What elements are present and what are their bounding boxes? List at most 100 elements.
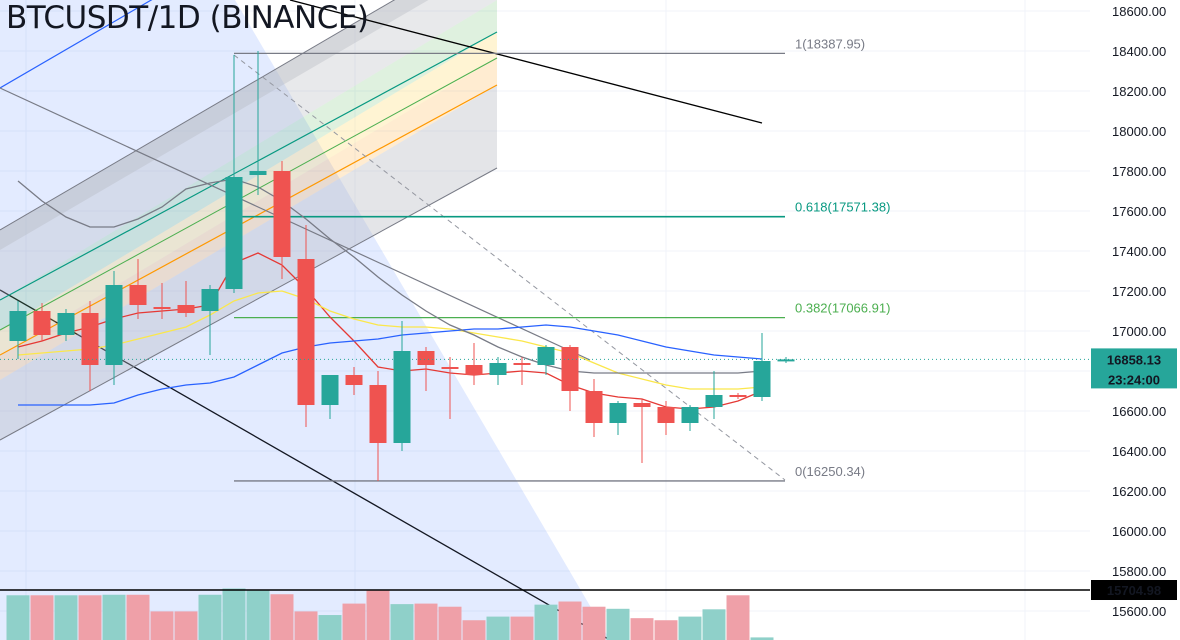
candle-body xyxy=(369,385,387,443)
moving-average-line xyxy=(17,178,763,374)
volume-bar xyxy=(294,611,318,640)
candle-body xyxy=(321,375,339,405)
volume-bar xyxy=(486,616,510,640)
channel-gray-top xyxy=(0,0,497,300)
volume-bar xyxy=(414,603,438,640)
price-tick-label: 17200.00 xyxy=(1112,284,1166,299)
candle-body xyxy=(705,395,723,407)
candle-body xyxy=(753,361,771,397)
candle-body xyxy=(633,403,651,407)
candle-body xyxy=(201,289,219,311)
fib-label-1: 1(18387.95) xyxy=(795,36,865,51)
volume-bars xyxy=(6,588,774,640)
volume-bar xyxy=(702,609,726,640)
candle-body xyxy=(225,177,243,289)
channel-line-orange xyxy=(0,84,498,356)
price-tick-label: 15800.00 xyxy=(1112,564,1166,579)
candle-body xyxy=(537,347,555,365)
channel-line-green xyxy=(0,31,498,301)
candle-body xyxy=(273,171,291,257)
volume-bar xyxy=(390,604,414,640)
volume-bar xyxy=(438,606,462,640)
volume-bar xyxy=(54,595,78,640)
price-tick-label: 17800.00 xyxy=(1112,164,1166,179)
volume-bar xyxy=(366,590,390,640)
volume-bar xyxy=(102,594,126,640)
price-tick-label: 17000.00 xyxy=(1112,324,1166,339)
volume-bar xyxy=(678,616,702,640)
candle-body xyxy=(33,311,51,335)
candle-body xyxy=(417,351,435,365)
chart-title: BTCUSDT/1D (BINANCE) xyxy=(6,0,369,36)
price-axis[interactable]: 18600.00 18400.00 18200.00 18000.00 17800.00… xyxy=(1112,4,1166,619)
channel-gray-upper xyxy=(0,0,429,250)
candle-body xyxy=(465,365,483,375)
volume-bar xyxy=(174,611,198,640)
volume-bar xyxy=(510,616,534,640)
candle-body xyxy=(681,407,699,423)
price-tick-label: 16200.00 xyxy=(1112,484,1166,499)
blue-trend-line xyxy=(0,0,153,89)
gray-diagonal-line xyxy=(0,87,591,361)
candle-body xyxy=(609,403,627,423)
volume-bar xyxy=(318,615,342,640)
candle-body xyxy=(57,313,75,335)
price-tick-label: 15600.00 xyxy=(1112,604,1166,619)
price-tick-label: 17600.00 xyxy=(1112,204,1166,219)
price-tick-label: 16400.00 xyxy=(1112,444,1166,459)
candle-body xyxy=(177,305,195,313)
volume-bar xyxy=(246,590,270,640)
moving-average-line xyxy=(17,290,763,390)
black-trend-line xyxy=(289,0,763,124)
candle-body xyxy=(81,313,99,365)
candle-body xyxy=(153,307,171,309)
price-tick-label: 18600.00 xyxy=(1112,4,1166,19)
fibonacci-retracement xyxy=(234,52,785,482)
current-price-tag: 16858.13 23:24:00 xyxy=(1091,348,1177,389)
candle-body xyxy=(441,367,459,369)
candle-body xyxy=(129,285,147,305)
price-tick-label: 18400.00 xyxy=(1112,44,1166,59)
candle-body xyxy=(105,285,123,365)
volume-bar xyxy=(30,595,54,640)
channel-line-lime xyxy=(0,57,498,331)
channel-green-zone xyxy=(0,0,497,330)
volume-bar xyxy=(150,611,174,640)
candle-body xyxy=(345,375,363,385)
volume-bar xyxy=(126,594,150,640)
candle-body xyxy=(657,407,675,423)
volume-bar xyxy=(6,595,30,640)
channel-orange-zone xyxy=(0,58,497,380)
fib-label-0618: 0.618(17571.38) xyxy=(795,200,890,215)
price-tick-label: 16600.00 xyxy=(1112,404,1166,419)
price-tick-label: 17400.00 xyxy=(1112,244,1166,259)
volume-bar xyxy=(750,637,774,640)
volume-bar xyxy=(534,604,558,640)
volume-bar xyxy=(654,620,678,640)
fib-label-0: 0(16250.34) xyxy=(795,464,865,479)
volume-bar xyxy=(558,601,582,640)
candle-body xyxy=(561,347,579,391)
fib-label-0382: 0.382(17066.91) xyxy=(795,301,890,316)
channel-line-top xyxy=(0,0,396,231)
price-tick-label: 16000.00 xyxy=(1112,524,1166,539)
volume-bar xyxy=(606,608,630,640)
volume-bar xyxy=(462,620,486,640)
channel-line-bottom xyxy=(0,167,498,441)
current-price-label: 16858.13 xyxy=(1107,352,1161,367)
triangle-edge-line xyxy=(0,289,611,640)
candle-body xyxy=(249,171,267,175)
price-tick-label: 18000.00 xyxy=(1112,124,1166,139)
moving-averages xyxy=(17,178,763,410)
candle-body xyxy=(777,359,795,362)
chart-grid xyxy=(0,0,1090,640)
moving-average-line xyxy=(17,252,763,410)
volume-bar xyxy=(78,595,102,640)
volume-bar xyxy=(582,606,606,640)
moving-average-line xyxy=(18,324,763,406)
candle-body xyxy=(513,363,531,365)
candle-body xyxy=(489,363,507,375)
support-price-label: 15704.98 xyxy=(1107,583,1161,598)
countdown-label: 23:24:00 xyxy=(1108,372,1160,387)
